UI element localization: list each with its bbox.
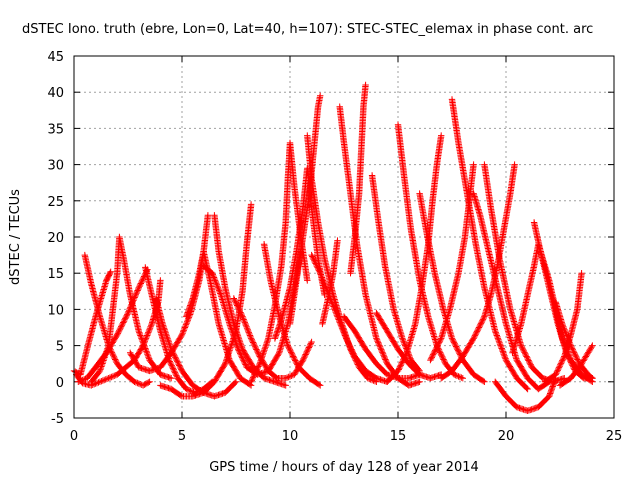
chart-title: dSTEC Iono. truth (ebre, Lon=0, Lat=40, … xyxy=(22,22,593,37)
series-marks xyxy=(286,92,324,328)
x-axis-label: GPS time / hours of day 128 of year 2014 xyxy=(209,460,479,475)
y-tick-label: 15 xyxy=(47,267,64,282)
series-arc-38 xyxy=(541,270,585,385)
x-tick-label: 25 xyxy=(606,429,623,444)
series-arc-30 xyxy=(448,96,531,393)
series-arc-20 xyxy=(319,237,341,328)
series-arc-28 xyxy=(416,190,488,385)
y-axis-label: dSTEC / TECUs xyxy=(8,189,23,285)
series-arc-11 xyxy=(211,212,289,389)
series-arc-10 xyxy=(183,248,255,389)
y-tick-label: 25 xyxy=(47,195,64,210)
series-marks xyxy=(211,212,289,389)
series-arc-05 xyxy=(88,233,175,385)
series-marks xyxy=(394,121,466,382)
series-marks xyxy=(416,190,488,385)
series-arc-08 xyxy=(152,295,240,400)
y-tick-label: 30 xyxy=(47,159,64,174)
x-tick-label: 10 xyxy=(282,429,299,444)
series-marks xyxy=(470,190,553,393)
series-arc-19 xyxy=(308,251,391,385)
x-tick-label: 15 xyxy=(390,429,407,444)
series-arc-32 xyxy=(470,190,553,393)
series-arc-06 xyxy=(142,264,216,396)
y-tick-label: 10 xyxy=(47,303,64,318)
series-marks xyxy=(340,313,423,382)
series-layer xyxy=(70,81,596,414)
series-marks xyxy=(319,237,341,328)
series-marks xyxy=(492,375,559,414)
tick-label-layer: 0 5 10 15 20 25 -5 0 5 10 15 20 25 30 35 40 45 xyxy=(47,50,622,444)
series-arc-23 xyxy=(340,313,423,382)
series-marks xyxy=(448,96,531,393)
series-marks xyxy=(347,81,369,277)
series-arc-22 xyxy=(347,81,369,277)
y-tick-label: 35 xyxy=(47,122,64,137)
series-arc-15 xyxy=(260,241,324,389)
series-marks xyxy=(541,270,585,385)
series-marks xyxy=(260,241,324,389)
y-tick-label: -5 xyxy=(51,412,64,427)
y-tick-label: 20 xyxy=(47,231,64,246)
series-arc-31 xyxy=(438,161,518,382)
series-arc-26 xyxy=(394,121,466,382)
series-arc-18 xyxy=(286,92,324,328)
plot-frame xyxy=(73,55,615,419)
series-marks xyxy=(142,264,216,396)
y-tick-label: 40 xyxy=(47,86,64,101)
series-arc-33 xyxy=(481,161,568,385)
series-arc-39 xyxy=(556,342,596,389)
x-tick-label: 0 xyxy=(70,429,78,444)
x-tick-label: 5 xyxy=(178,429,186,444)
series-marks xyxy=(308,251,391,385)
x-tick-label: 20 xyxy=(498,429,515,444)
series-marks xyxy=(556,342,596,389)
y-tick-label: 5 xyxy=(56,340,64,355)
series-marks xyxy=(481,161,568,385)
series-marks xyxy=(152,295,240,400)
series-marks xyxy=(183,248,255,389)
y-tick-label: 0 xyxy=(56,376,64,391)
series-arc-34 xyxy=(492,375,559,414)
series-marks xyxy=(88,233,175,385)
series-marks xyxy=(438,161,518,382)
y-tick-label: 45 xyxy=(47,50,64,65)
